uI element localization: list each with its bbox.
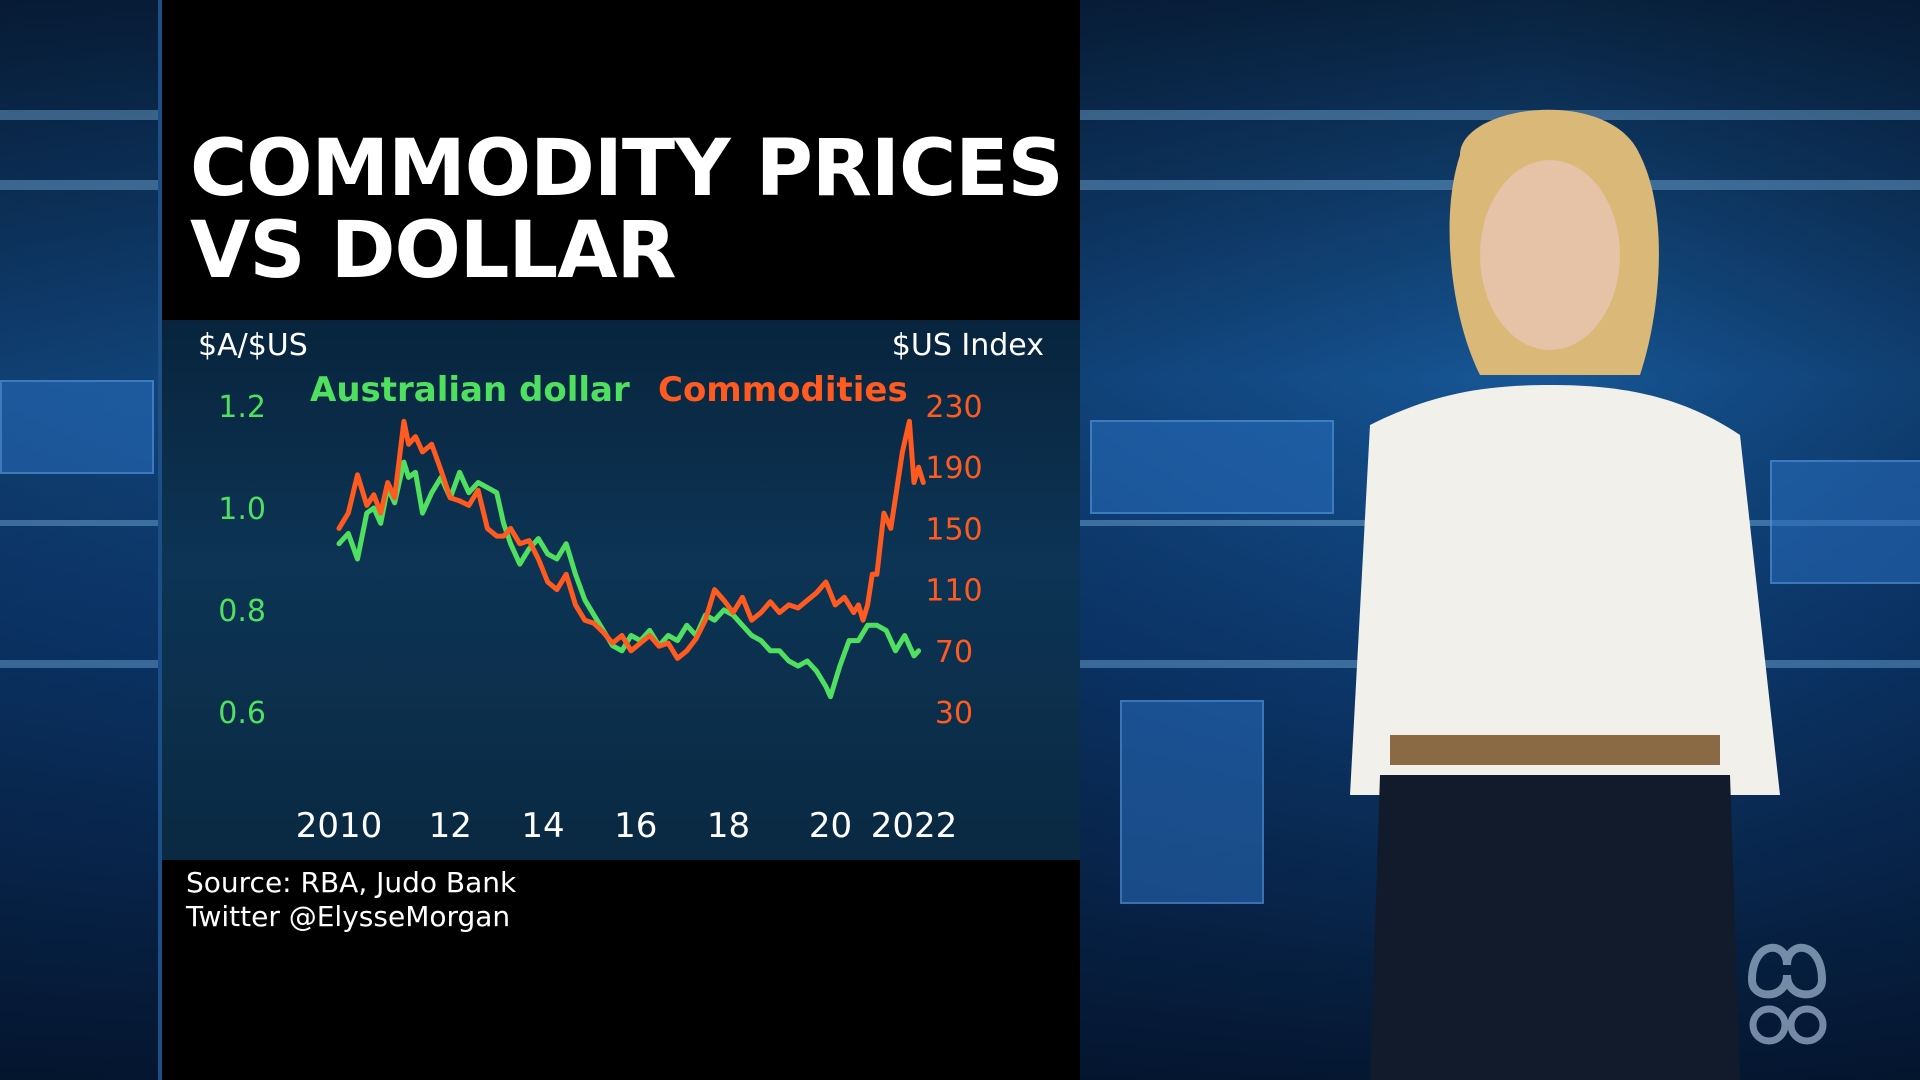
left-tick-label: 1.0 [218, 492, 266, 527]
presenter-image [1350, 109, 1780, 1080]
right-tick-label: 150 [925, 512, 982, 547]
right-axis-title: $US Index [892, 328, 1044, 363]
left-tick-label: 0.8 [218, 594, 266, 629]
abc-90-logo [1748, 943, 1827, 1045]
x-tick-label: 14 [521, 806, 564, 846]
series-lines [336, 418, 926, 700]
twitter-credit: Twitter @ElysseMorgan [186, 900, 511, 933]
chart-area: $A/$US $US Index Australian dollar Commo… [162, 320, 1080, 860]
line-chart: $A/$US $US Index Australian dollar Commo… [198, 328, 1044, 846]
x-tick-label: 2010 [296, 806, 383, 846]
x-tick-label: 12 [429, 806, 472, 846]
legend-commodities: Commodities [658, 370, 908, 410]
panel-edge [158, 0, 164, 1080]
x-tick-label: 18 [707, 806, 750, 846]
australian-dollar-line [336, 459, 922, 700]
x-axis-ticks: 2010 12 14 16 18 20 2022 [296, 806, 958, 846]
legend-australian-dollar: Australian dollar [310, 370, 630, 410]
source-line: Source: RBA, Judo Bank [186, 866, 517, 899]
x-tick-label: 16 [614, 806, 657, 846]
x-tick-label: 20 [809, 806, 852, 846]
title-line-2: VS DOLLAR [190, 206, 677, 296]
left-axis-title: $A/$US [198, 328, 308, 363]
x-tick-label: 2022 [871, 806, 958, 846]
right-tick-label: 230 [925, 390, 982, 425]
studio-screen [1120, 700, 1264, 904]
right-tick-label: 190 [925, 451, 982, 486]
right-axis-ticks: 230 190 150 110 70 30 [925, 390, 982, 731]
studio-screen [1090, 420, 1334, 514]
left-tick-label: 0.6 [218, 696, 266, 731]
graphic-panel: COMMODITY PRICES VS DOLLAR $A/$US $US In… [162, 0, 1080, 1080]
right-tick-label: 70 [935, 635, 973, 670]
studio-screen [1770, 460, 1920, 584]
title-line-1: COMMODITY PRICES [190, 124, 1064, 214]
right-tick-label: 110 [925, 574, 982, 609]
right-tick-label: 30 [935, 696, 973, 731]
source-credit: Source: RBA, Judo Bank Twitter @ElysseMo… [186, 866, 516, 934]
commodities-line [336, 418, 926, 661]
left-axis-ticks: 1.2 1.0 0.8 0.6 [218, 390, 266, 731]
studio-screen [0, 380, 154, 474]
left-tick-label: 1.2 [218, 390, 266, 425]
chart-title: COMMODITY PRICES VS DOLLAR [190, 128, 1070, 292]
